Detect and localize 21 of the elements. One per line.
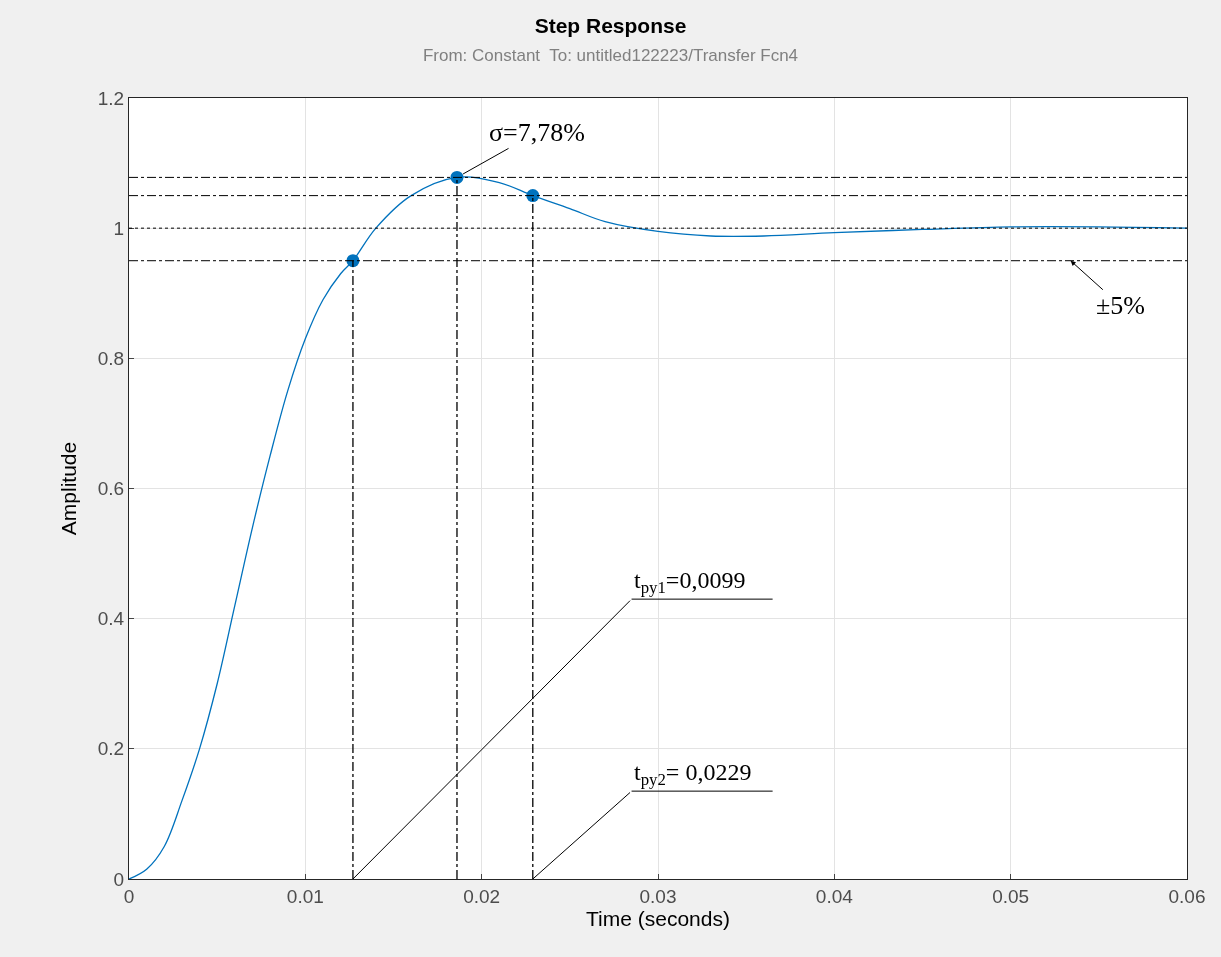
y-tick-label: 0 [113, 868, 125, 890]
y-tick-label: 1.2 [97, 87, 125, 109]
x-tick-label: 0.05 [992, 885, 1030, 907]
x-tick-label: 0.04 [815, 885, 854, 907]
chart-subtitle: From: Constant To: untitled122223/Transfer Fcn4 [422, 45, 799, 65]
y-tick-label: 0.6 [97, 478, 125, 500]
y-tick-label: 0.2 [97, 738, 125, 760]
annotation: t$_{py2}$= 0,0229 [634, 759, 752, 790]
chart-title: Step Response [534, 14, 687, 38]
y-tick-label: 0.4 [97, 608, 125, 630]
annotation: t$_{py1}$=0,0099 [634, 567, 746, 598]
y-tick-label: 0.8 [97, 347, 125, 369]
x-tick-label: 0.01 [286, 885, 324, 907]
annotation: ±5% [1096, 291, 1145, 320]
annotation: σ=7,78% [489, 118, 585, 147]
x-axis-title: Time (seconds) [586, 906, 730, 930]
y-axis-title: Amplitude [56, 441, 80, 536]
x-tick-label: 0.06 [1168, 885, 1206, 907]
y-tick-label: 1 [113, 217, 125, 239]
x-tick-label: 0.03 [639, 885, 677, 907]
x-tick-label: 0.02 [463, 885, 501, 907]
